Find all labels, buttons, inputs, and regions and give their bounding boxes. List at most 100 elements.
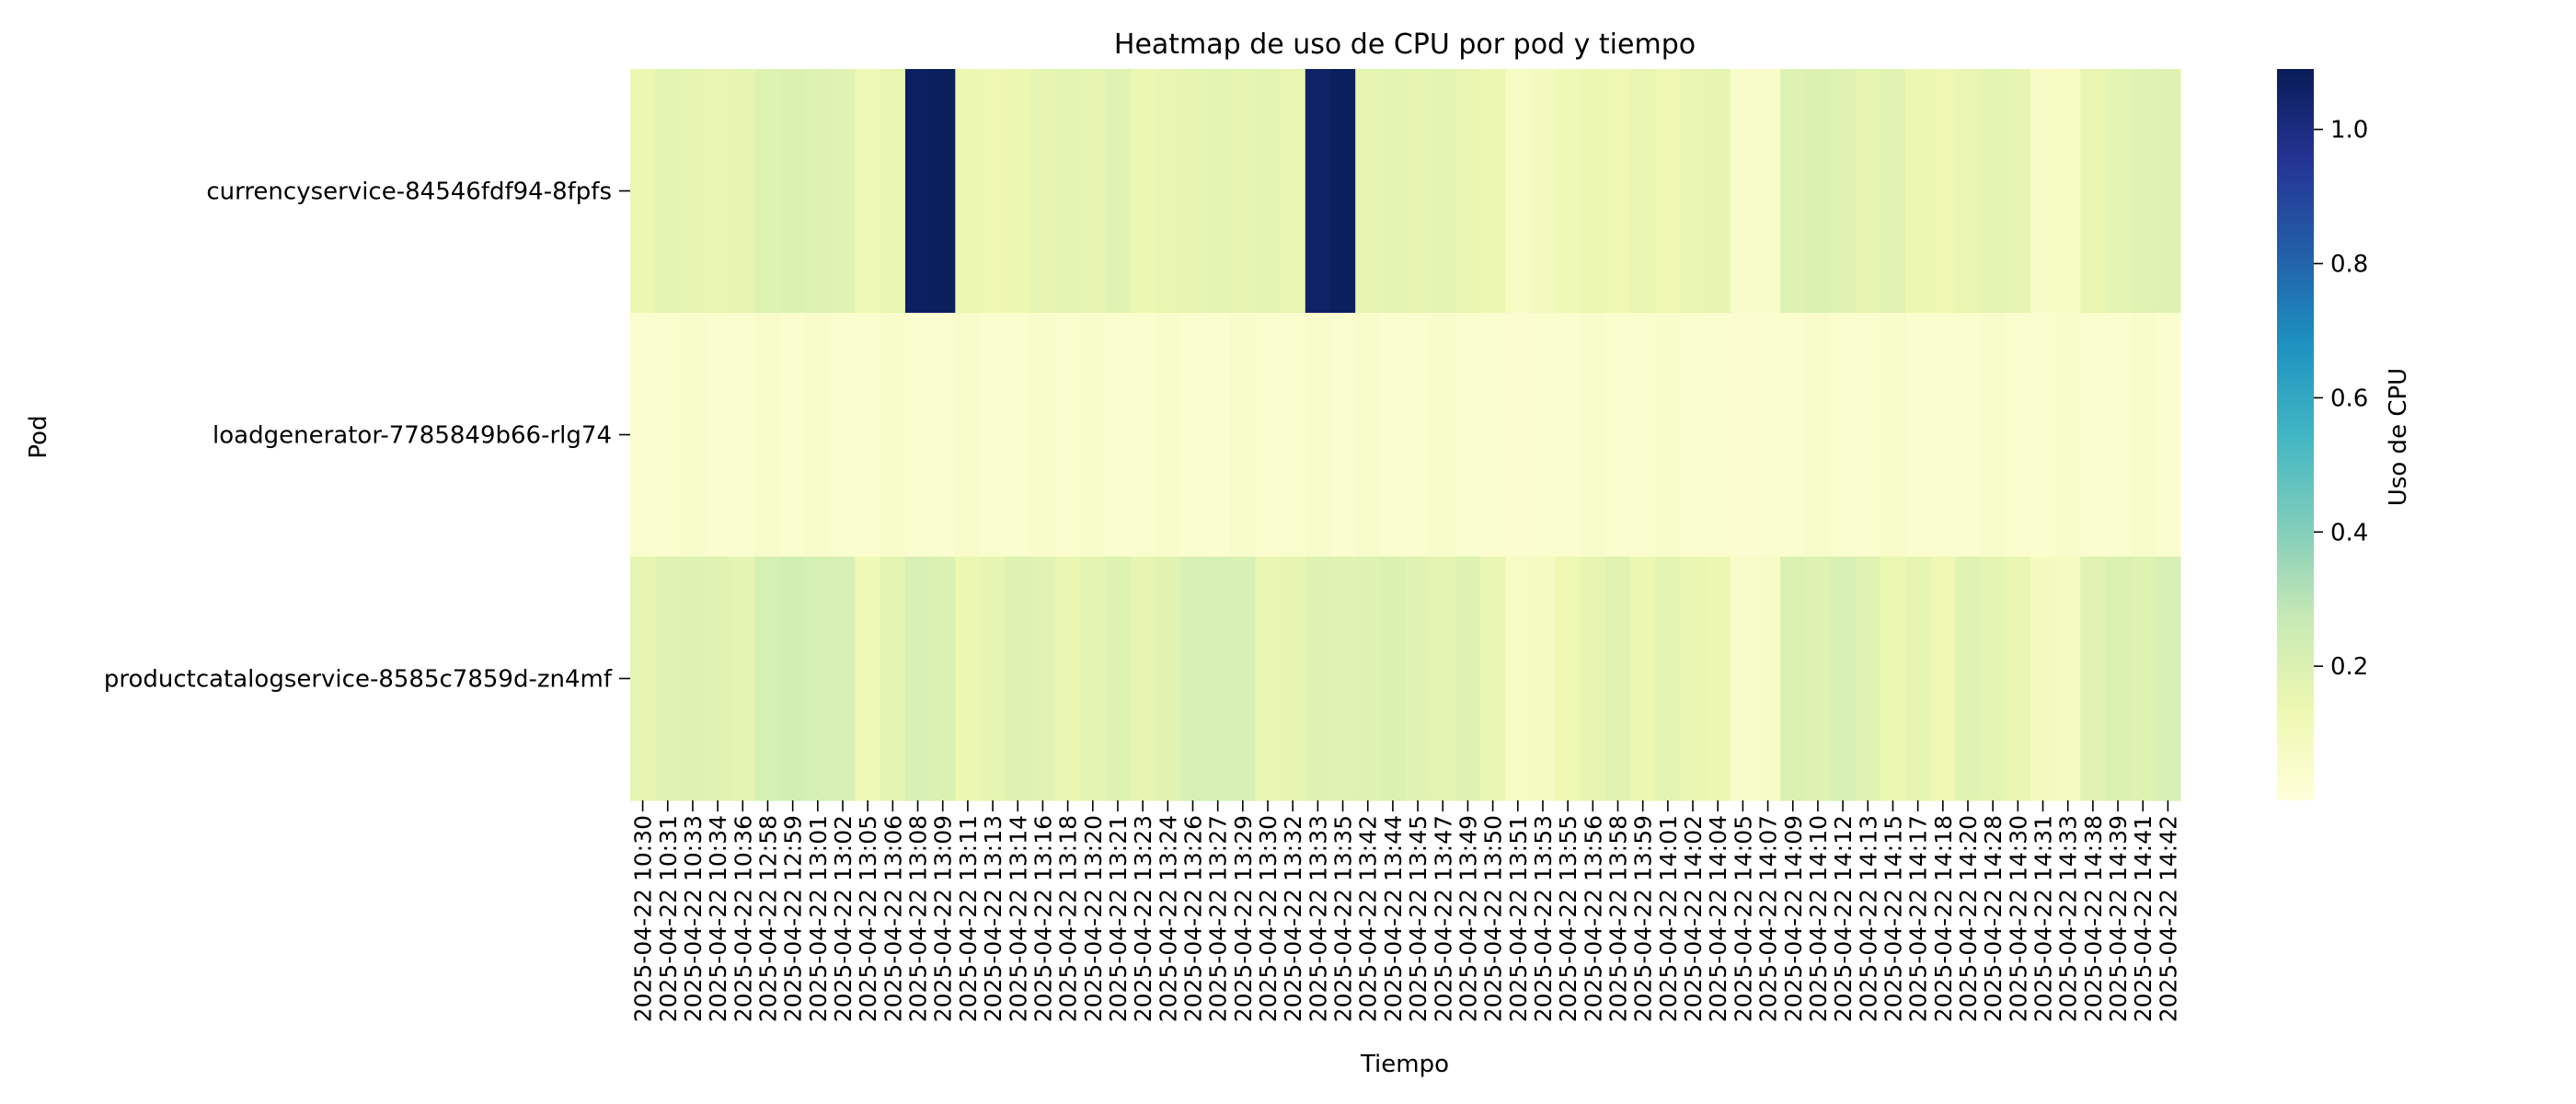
- heatmap-cell: [1955, 69, 1982, 314]
- heatmap-cell: [1905, 313, 1931, 558]
- heatmap-cell: [1305, 313, 1331, 558]
- x-tick-label: 2025-04-22 14:04: [1705, 815, 1731, 1022]
- heatmap-cell: [1155, 313, 1181, 558]
- heatmap-cell: [655, 313, 681, 558]
- heatmap-cell: [1305, 69, 1331, 314]
- heatmap-cell: [2055, 69, 2081, 314]
- heatmap-cell: [805, 557, 832, 801]
- heatmap-cell: [1255, 557, 1282, 801]
- x-tick-label: 2025-04-22 14:31: [2030, 815, 2057, 1022]
- heatmap-cell: [730, 313, 756, 558]
- heatmap-cell: [2055, 313, 2081, 558]
- heatmap-cell: [1754, 557, 1781, 801]
- heatmap-cell: [1155, 557, 1181, 801]
- x-tick-label: 2025-04-22 14:33: [2055, 815, 2082, 1022]
- x-tick-label: 2025-04-22 14:30: [2005, 815, 2031, 1022]
- x-tick-label: 2025-04-22 13:05: [855, 815, 881, 1022]
- x-tick-label: 2025-04-22 13:58: [1605, 815, 1632, 1022]
- x-tick-label: 2025-04-22 14:17: [1905, 815, 1932, 1022]
- x-tick-label: 2025-04-22 13:47: [1430, 815, 1456, 1022]
- heatmap-cell: [1830, 313, 1857, 558]
- x-tick-label: 2025-04-22 14:41: [2130, 815, 2156, 1022]
- heatmap-cell: [1055, 69, 1081, 314]
- heatmap-cell: [830, 69, 857, 314]
- heatmap-cell: [1305, 557, 1331, 801]
- heatmap-cell: [705, 313, 731, 558]
- heatmap-cell: [805, 69, 832, 314]
- heatmap-cell: [1205, 557, 1231, 801]
- heatmap-cell: [1855, 69, 1881, 314]
- heatmap-cell: [955, 313, 982, 558]
- heatmap-cell: [1680, 557, 1707, 801]
- heatmap-cell: [1055, 313, 1081, 558]
- heatmap-cell: [1780, 69, 1806, 314]
- heatmap-cell: [1880, 557, 1906, 801]
- x-tick-label: 2025-04-22 13:09: [930, 815, 957, 1022]
- x-tick-label: 2025-04-22 14:39: [2105, 815, 2132, 1022]
- heatmap-cell: [1730, 69, 1756, 314]
- heatmap-cell: [1355, 313, 1381, 558]
- heatmap-cell: [1329, 557, 1356, 801]
- heatmap-cell: [2080, 313, 2107, 558]
- heatmap-cell: [1630, 69, 1656, 314]
- heatmap-cell: [930, 313, 956, 558]
- heatmap-cell: [2105, 313, 2132, 558]
- heatmap-cell: [1580, 313, 1606, 558]
- heatmap-cell: [1805, 313, 1832, 558]
- heatmap-cell: [1080, 557, 1106, 801]
- heatmap-cell: [2155, 313, 2181, 558]
- heatmap-cell: [1805, 69, 1832, 314]
- heatmap-cell: [1980, 313, 2007, 558]
- heatmap-cell: [680, 313, 707, 558]
- heatmap-cell: [1630, 557, 1656, 801]
- heatmap-cell: [1205, 313, 1231, 558]
- heatmap-cell: [1355, 557, 1381, 801]
- heatmap-cell: [1955, 557, 1982, 801]
- heatmap-cell: [1105, 69, 1132, 314]
- heatmap-cell: [1555, 557, 1581, 801]
- heatmap-cell: [680, 69, 707, 314]
- heatmap-cell: [1880, 69, 1906, 314]
- heatmap-cell: [1980, 69, 2007, 314]
- colorbar-gradient: [2277, 69, 2314, 800]
- x-tick-label: 2025-04-22 14:09: [1780, 815, 1807, 1022]
- heatmap-cell: [1855, 557, 1881, 801]
- heatmap-cell: [2005, 69, 2031, 314]
- heatmap-cells: [630, 69, 2181, 801]
- heatmap-cell: [855, 69, 881, 314]
- heatmap-cell: [1555, 313, 1581, 558]
- heatmap-cell: [980, 69, 1006, 314]
- y-tick-label: loadgenerator-7785849b66-rlg74: [213, 422, 612, 450]
- heatmap-cell: [1179, 557, 1206, 801]
- heatmap-cell: [1930, 69, 1957, 314]
- heatmap-cell: [2130, 557, 2156, 801]
- heatmap-cell: [655, 69, 681, 314]
- heatmap-cell: [904, 557, 931, 801]
- heatmap-cell: [1830, 557, 1857, 801]
- x-tick-label: 2025-04-22 14:13: [1855, 815, 1881, 1022]
- heatmap-cell: [2130, 313, 2156, 558]
- heatmap-cell: [1604, 557, 1631, 801]
- x-tick-label: 2025-04-22 13:35: [1330, 815, 1357, 1022]
- heatmap-cell: [805, 313, 832, 558]
- chart-title: Heatmap de uso de CPU por pod y tiempo: [1114, 29, 1696, 61]
- heatmap-cell: [754, 557, 781, 801]
- colorbar-label: Uso de CPU: [2385, 368, 2412, 506]
- x-tick-label: 2025-04-22 14:10: [1805, 815, 1832, 1022]
- heatmap-cell: [2030, 557, 2056, 801]
- x-tick-label: 2025-04-22 13:11: [955, 815, 982, 1022]
- x-tick-label: 2025-04-22 13:23: [1130, 815, 1156, 1022]
- heatmap-cell: [930, 557, 956, 801]
- heatmap-cell: [1980, 557, 2007, 801]
- heatmap-cell: [1179, 69, 1206, 314]
- x-tick-label: 2025-04-22 10:30: [630, 815, 657, 1022]
- x-tick-label: 2025-04-22 13:06: [880, 815, 906, 1022]
- x-tick-label: 2025-04-22 13:02: [830, 815, 857, 1022]
- heatmap-cell: [780, 313, 806, 558]
- heatmap-cell: [754, 313, 781, 558]
- x-tick-label: 2025-04-22 13:20: [1080, 815, 1107, 1022]
- heatmap-cell: [1105, 313, 1132, 558]
- y-axis-ticks: currencyservice-84546fdf94-8fpfs loadgene…: [104, 178, 630, 694]
